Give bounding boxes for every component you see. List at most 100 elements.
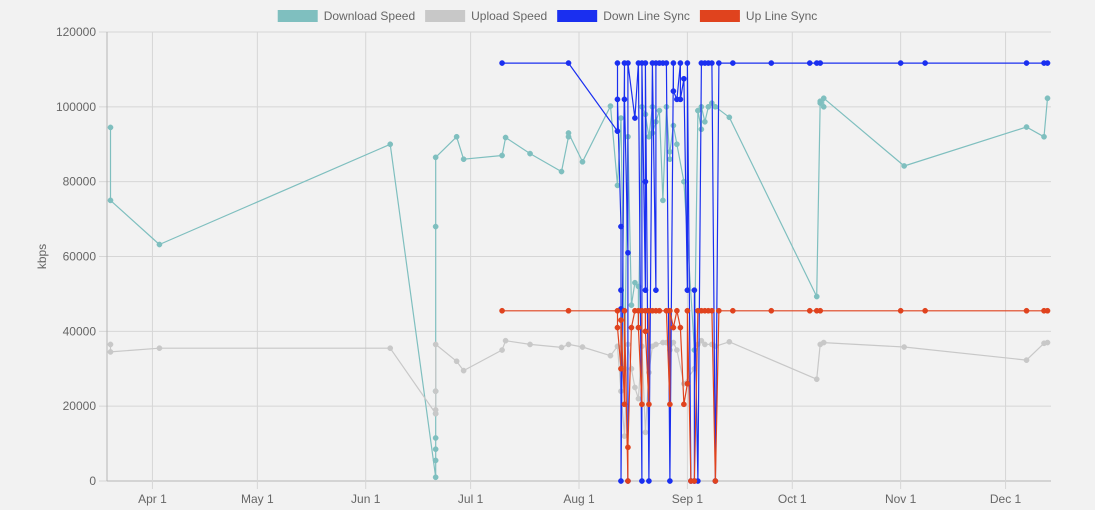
data-point [618,365,624,372]
data-point [432,388,439,395]
data-point [667,478,673,484]
data-point [712,478,719,484]
data-point [712,343,719,350]
data-point [499,307,505,314]
data-point [579,344,586,350]
legend-item[interactable]: Upload Speed [425,9,547,23]
data-point [639,401,645,408]
data-point [897,307,904,314]
data-point [922,60,928,66]
series-3 [499,307,1051,484]
data-point [156,345,163,352]
legend-swatch [699,10,740,22]
y-tick-label: 60000 [63,250,97,264]
data-point [565,60,572,66]
data-point [677,60,684,66]
data-point [1044,95,1051,102]
data-point [712,103,719,110]
data-point [432,154,439,161]
data-point [674,141,680,148]
data-point [642,60,649,66]
data-point [820,95,827,102]
legend-item[interactable]: Download Speed [277,9,415,23]
data-point [684,380,691,387]
data-point [806,307,813,314]
y-tick-label: 100000 [56,100,96,114]
data-point [625,60,631,66]
data-point [432,474,439,481]
data-point [817,60,824,66]
data-point [502,337,509,344]
data-point [607,352,614,359]
data-point [813,376,820,383]
legend-item[interactable]: Up Line Sync [699,9,817,23]
data-point [635,395,642,402]
data-point [618,223,624,230]
data-point [432,435,439,441]
data-point [565,307,572,314]
series-line [502,62,1048,482]
data-point [677,324,684,331]
data-point [663,60,670,66]
data-point [1023,60,1030,66]
data-point [768,60,775,66]
data-point [901,344,908,350]
data-point [820,339,827,346]
data-point [502,134,509,141]
data-point [565,130,572,136]
data-point [453,133,460,140]
data-point [684,287,691,294]
data-point [1023,357,1030,363]
series-line [502,310,1048,482]
y-tick-label: 0 [89,474,96,488]
data-point [107,197,114,204]
data-point [660,197,666,204]
data-point [642,429,649,436]
x-tick-label: Jul 1 [458,492,484,506]
data-point [681,75,687,82]
data-point [667,401,673,408]
data-point [607,103,614,109]
x-tick-label: Dec 1 [990,492,1022,506]
data-point [432,446,439,453]
legend-label: Upload Speed [471,9,547,23]
data-point [639,478,645,484]
data-point [618,317,624,323]
y-tick-label: 120000 [56,25,96,39]
data-point [614,324,621,331]
data-point [817,100,824,106]
data-point [667,148,673,155]
data-point [691,478,698,484]
series-layer [107,60,1051,484]
data-point [709,307,715,314]
y-axis-title: kbps [35,244,49,269]
data-point [432,457,439,464]
legend[interactable]: Download Speed Upload Speed Down Line Sync… [277,9,818,23]
data-point [1023,124,1030,130]
x-tick-label: May 1 [241,492,274,506]
data-point [618,478,624,484]
x-tick-label: Nov 1 [885,492,917,506]
data-point [684,60,691,66]
data-point [642,178,649,185]
data-point [156,241,163,248]
data-point [632,384,638,391]
data-point [453,358,460,365]
data-point [817,307,824,314]
legend-item[interactable]: Down Line Sync [557,9,690,23]
x-tick-label: Apr 1 [138,492,167,506]
data-point [625,478,631,484]
data-point [820,103,827,110]
data-point [768,307,775,314]
data-point [642,287,649,294]
data-point [558,344,565,351]
x-tick-label: Jun 1 [351,492,381,506]
data-point [635,324,642,331]
legend-swatch [557,10,598,22]
data-point [667,156,673,163]
data-point [499,152,505,159]
data-point [618,287,624,294]
data-point [670,60,677,66]
data-point [621,96,628,103]
